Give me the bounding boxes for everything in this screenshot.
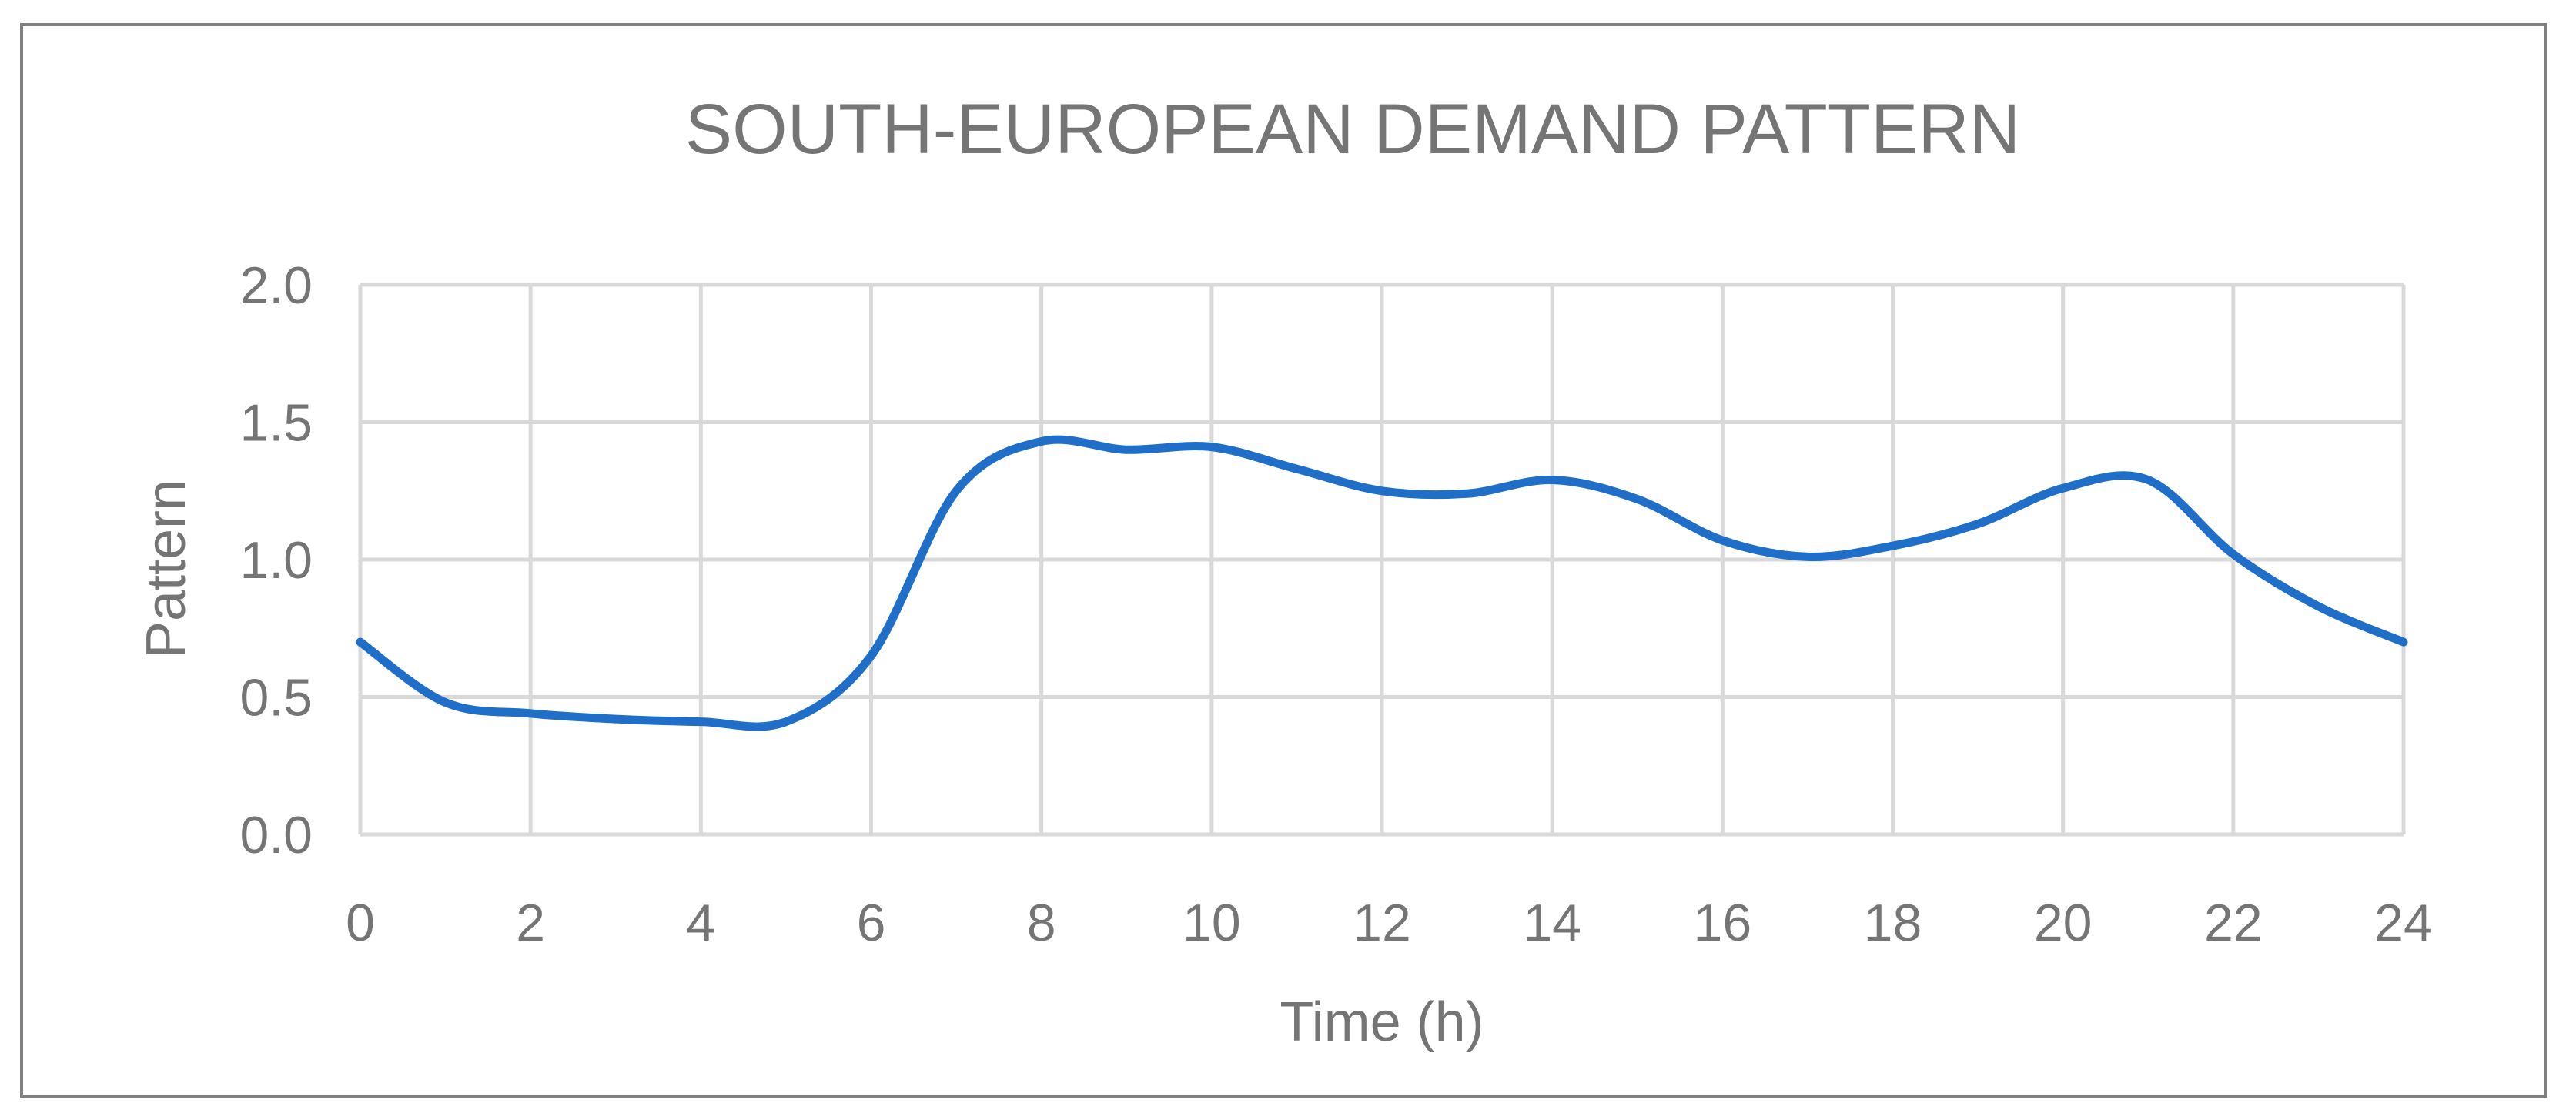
series-line-0 [356, 435, 2408, 731]
x-tick-label: 14 [1523, 894, 1581, 952]
x-tick-label: 22 [2204, 894, 2263, 952]
line-chart: SOUTH-EUROPEAN DEMAND PATTERN 0.0 0.5 1.0 1… [135, 90, 2433, 1053]
y-axis-title: Pattern [135, 480, 197, 658]
x-tick-label: 10 [1183, 894, 1241, 952]
x-tick-label: 0 [346, 894, 375, 952]
grid-layer [358, 283, 2406, 837]
y-tick-label: 0.5 [239, 669, 313, 727]
y-tick-label: 0.0 [239, 806, 313, 864]
x-tick-label: 8 [1027, 894, 1056, 952]
x-tick-label: 24 [2374, 894, 2433, 952]
x-tick-label: 2 [516, 894, 545, 952]
chart-title: SOUTH-EUROPEAN DEMAND PATTERN [685, 90, 2020, 169]
y-tick-labels: 0.0 0.5 1.0 1.5 2.0 [239, 256, 313, 864]
y-tick-label: 1.5 [239, 394, 313, 453]
x-tick-label: 18 [1864, 894, 1922, 952]
chart-frame: SOUTH-EUROPEAN DEMAND PATTERN 0.0 0.5 1.0 1… [20, 23, 2547, 1098]
x-axis-title: Time (h) [1280, 991, 1484, 1053]
x-tick-label: 4 [686, 894, 715, 952]
x-tick-label: 16 [1694, 894, 1752, 952]
x-tick-label: 6 [857, 894, 886, 952]
y-tick-label: 1.0 [239, 531, 313, 590]
x-tick-label: 20 [2034, 894, 2093, 952]
x-tick-labels: 0 2 4 6 8 10 12 14 16 18 20 22 24 [346, 894, 2433, 952]
series-layer [356, 435, 2408, 731]
y-tick-label: 2.0 [239, 256, 313, 315]
x-tick-label: 12 [1353, 894, 1411, 952]
